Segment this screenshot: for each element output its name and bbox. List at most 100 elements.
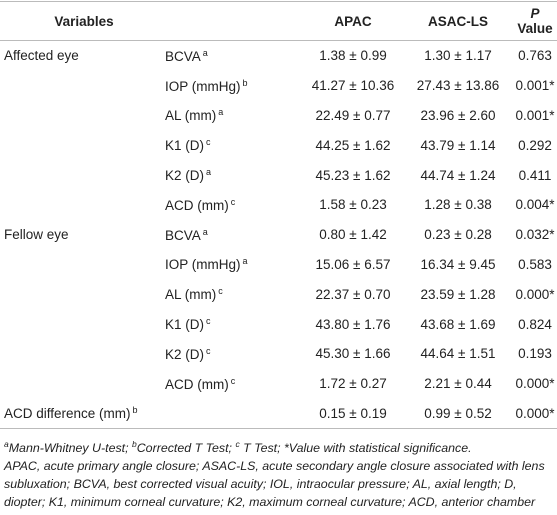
data-table: Variables APAC ASAC-LS P Value Affected … [0,1,557,430]
p-value-cell: 0.292 [518,137,552,153]
apac-cell: 22.49 ± 0.77 [315,107,391,123]
apac-cell: 41.27 ± 10.36 [311,78,395,94]
superscript: a [202,47,208,58]
apac-cell: 15.06 ± 6.57 [315,256,391,272]
variable-label: ACD (mm) [165,197,229,213]
p-value-cell: 0.763 [518,48,552,64]
p-value-cell: 0.583 [518,256,552,272]
p-value-cell: 0.000* [515,286,555,302]
asac-cell: 0.23 ± 0.28 [424,227,492,243]
p-value-cell: 0.193 [518,346,552,362]
superscript: c [235,439,240,450]
footnote-text: T Test; *Value with statistical signific… [239,441,472,456]
apac-cell: 1.38 ± 0.99 [319,48,387,64]
asac-cell: 1.28 ± 0.38 [424,197,492,213]
variable-cell: K1 (D) c [165,309,303,339]
table-row: K1 (D) c 44.25 ± 1.62 43.79 ± 1.14 0.292 [0,130,557,160]
apac-cell: 44.25 ± 1.62 [315,137,391,153]
variable-label: K1 (D) [165,138,205,154]
variable-cell: AL (mm) c [165,279,303,309]
header-cell: Variables [0,1,165,41]
table-row: AL (mm) c 22.37 ± 0.70 23.59 ± 1.28 0.000* [0,279,557,309]
group-cell: Fellow eye [0,220,165,250]
p-value-cell: 0.411 [518,167,552,183]
table-row: IOP (mmHg) a 15.06 ± 6.57 16.34 ± 9.45 0.583 [0,250,557,280]
asac-cell: 16.34 ± 9.45 [420,256,496,272]
p-value-cell: 0.001* [515,107,555,123]
variable-cell [165,398,303,430]
asac-cell: 23.96 ± 2.60 [420,107,496,123]
superscript: c [206,345,211,356]
variable-cell: AL (mm) a [165,101,303,131]
asac-cell: 43.79 ± 1.14 [420,137,496,153]
header-cell: APAC [303,1,403,41]
group-label: Affected eye [4,48,79,64]
variable-label: K1 (D) [165,317,205,333]
group-cell [0,250,165,280]
apac-cell: 0.15 ± 0.19 [303,398,403,430]
superscript: c [206,137,211,148]
superscript: a [202,226,208,237]
variable-label: IOP (mmHg) [165,257,241,273]
footnote-text: Mann-Whitney U-test; [8,441,132,456]
table-row: K1 (D) c 43.80 ± 1.76 43.68 ± 1.69 0.824 [0,309,557,339]
group-cell [0,130,165,160]
table-row: K2 (D) a 45.23 ± 1.62 44.74 ± 1.24 0.411 [0,160,557,190]
variable-label: AL (mm) [165,108,217,124]
header-text: Value [517,21,553,36]
header-row: Variables APAC ASAC-LS P Value [0,1,557,41]
variable-cell: K2 (D) a [165,160,303,190]
variable-cell: IOP (mmHg) b [165,71,303,101]
footnote-abbreviations: APAC, acute primary angle closure; ASAC-… [4,459,545,515]
table-row: ACD (mm) c 1.72 ± 0.27 2.21 ± 0.44 0.000* [0,369,557,399]
variable-label: AL (mm) [165,287,217,303]
table-row: ACD difference (mm) b 0.15 ± 0.19 0.99 ± 0.… [0,398,557,430]
footnote-text: Corrected T Test; [136,441,236,456]
asac-cell: 23.59 ± 1.28 [420,286,496,302]
group-cell: ACD difference (mm) b [0,398,165,430]
asac-cell: 0.99 ± 0.52 [403,398,513,430]
variable-cell: BCVA a [165,41,303,71]
group-cell [0,71,165,101]
variable-cell: K1 (D) c [165,130,303,160]
header-cell: ASAC-LS [403,1,513,41]
asac-cell: 44.74 ± 1.24 [420,167,496,183]
group-cell [0,309,165,339]
p-value-cell: 0.000* [513,398,557,430]
variable-label: K2 (D) [165,168,205,184]
superscript: a [242,256,248,267]
footnote-line: aMann-Whitney U-test; bCorrected T Test;… [4,435,553,457]
superscript: a [4,439,9,450]
apac-cell: 43.80 ± 1.76 [315,316,391,332]
group-cell [0,101,165,131]
superscript: b [242,77,248,88]
variable-cell: BCVA a [165,220,303,250]
apac-cell: 22.37 ± 0.70 [315,286,391,302]
group-label: ACD difference (mm) [4,406,131,422]
variable-cell: ACD (mm) c [165,190,303,220]
group-cell [0,190,165,220]
asac-cell: 2.21 ± 0.44 [424,376,492,392]
variable-label: BCVA [165,227,201,243]
apac-cell: 45.30 ± 1.66 [315,346,391,362]
variable-cell: K2 (D) c [165,339,303,369]
superscript: b [132,405,138,416]
apac-cell: 1.72 ± 0.27 [319,376,387,392]
group-cell [0,160,165,190]
table-row: IOP (mmHg) b 41.27 ± 10.36 27.43 ± 13.86 0.0… [0,71,557,101]
superscript: c [206,316,211,327]
asac-cell: 43.68 ± 1.69 [420,316,496,332]
group-cell [0,369,165,399]
asac-cell: 1.30 ± 1.17 [424,48,492,64]
table-body: Affected eye BCVA a 1.38 ± 0.99 1.30 ± 1.17 0… [0,41,557,430]
table-row: K2 (D) c 45.30 ± 1.66 44.64 ± 1.51 0.193 [0,339,557,369]
header-cell [165,1,303,41]
variable-label: IOP (mmHg) [165,78,241,94]
footnote: aMann-Whitney U-test; bCorrected T Test;… [0,429,557,515]
variable-label: ACD (mm) [165,376,229,392]
p-value-cell: 0.004* [515,197,555,213]
variable-label: K2 (D) [165,346,205,362]
superscript: c [230,196,236,207]
asac-cell: 44.64 ± 1.51 [420,346,496,362]
